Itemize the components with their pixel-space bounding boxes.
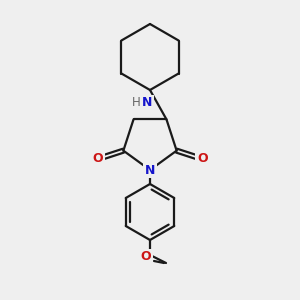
Text: H: H bbox=[131, 96, 140, 109]
Text: N: N bbox=[142, 96, 153, 109]
Text: O: O bbox=[92, 152, 103, 166]
Text: O: O bbox=[141, 250, 151, 263]
Text: N: N bbox=[145, 164, 155, 176]
Text: O: O bbox=[197, 152, 208, 166]
